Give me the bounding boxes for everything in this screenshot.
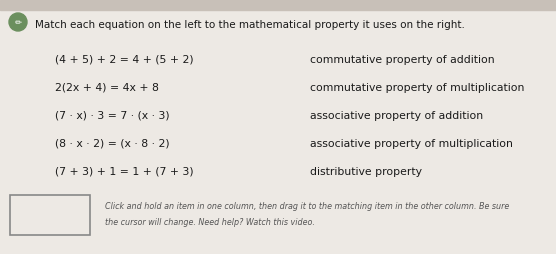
Text: associative property of multiplication: associative property of multiplication <box>310 139 513 149</box>
Text: (7 · x) · 3 = 7 · (x · 3): (7 · x) · 3 = 7 · (x · 3) <box>55 111 170 121</box>
Text: ✏: ✏ <box>14 18 22 26</box>
Text: Clear: Clear <box>36 210 64 220</box>
Text: distributive property: distributive property <box>310 167 422 177</box>
Text: (8 · x · 2) = (x · 8 · 2): (8 · x · 2) = (x · 8 · 2) <box>55 139 170 149</box>
Bar <box>0 0 556 10</box>
Text: the cursor will change. Need help? Watch this video.: the cursor will change. Need help? Watch… <box>105 218 315 227</box>
Text: associative property of addition: associative property of addition <box>310 111 483 121</box>
Text: commutative property of multiplication: commutative property of multiplication <box>310 83 524 93</box>
Bar <box>10 195 90 235</box>
Circle shape <box>9 13 27 31</box>
Text: 2(2x + 4) = 4x + 8: 2(2x + 4) = 4x + 8 <box>55 83 159 93</box>
Text: Click and hold an item in one column, then drag it to the matching item in the o: Click and hold an item in one column, th… <box>105 202 509 211</box>
Text: (7 + 3) + 1 = 1 + (7 + 3): (7 + 3) + 1 = 1 + (7 + 3) <box>55 167 193 177</box>
Text: (4 + 5) + 2 = 4 + (5 + 2): (4 + 5) + 2 = 4 + (5 + 2) <box>55 55 193 65</box>
Text: commutative property of addition: commutative property of addition <box>310 55 495 65</box>
Text: Match each equation on the left to the mathematical property it uses on the righ: Match each equation on the left to the m… <box>35 20 465 30</box>
